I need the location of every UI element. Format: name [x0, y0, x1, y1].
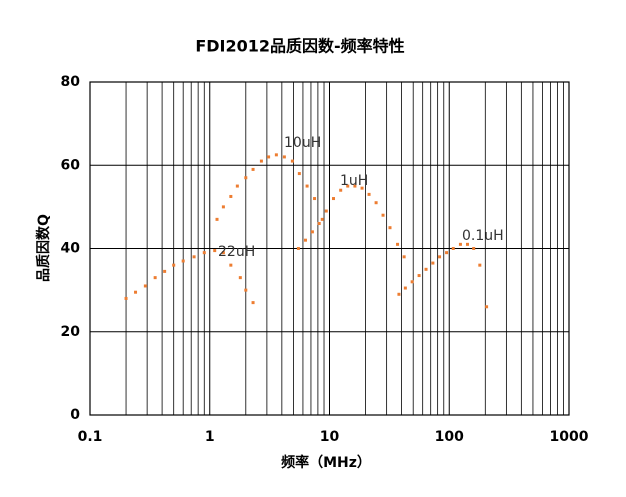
- point: [346, 184, 350, 188]
- x-tick-label: 10: [320, 429, 340, 445]
- point: [181, 259, 185, 263]
- point: [235, 184, 239, 188]
- point: [402, 255, 406, 259]
- point: [192, 255, 196, 259]
- point: [124, 296, 128, 300]
- point: [317, 222, 321, 226]
- point: [381, 213, 385, 217]
- point: [313, 197, 317, 201]
- point: [431, 261, 435, 265]
- point: [360, 186, 364, 190]
- point: [282, 155, 286, 159]
- point: [353, 184, 357, 188]
- point: [396, 242, 400, 246]
- x-tick-label: 0.1: [78, 429, 103, 445]
- point: [244, 288, 248, 292]
- point: [310, 230, 314, 234]
- point: [267, 155, 271, 159]
- point: [296, 247, 300, 250]
- point: [244, 176, 248, 180]
- point: [134, 290, 138, 294]
- x-tick-label: 1000: [550, 429, 589, 445]
- point: [465, 242, 469, 246]
- point: [297, 172, 301, 176]
- y-tick-label: 0: [70, 407, 80, 423]
- point: [397, 292, 401, 296]
- point: [213, 249, 217, 253]
- series-label: 10uH: [284, 135, 321, 151]
- point: [478, 263, 482, 267]
- point: [305, 184, 309, 188]
- point: [143, 284, 147, 288]
- point: [451, 247, 455, 250]
- point: [238, 276, 242, 280]
- x-tick-label: 100: [435, 429, 464, 445]
- point: [410, 280, 414, 284]
- point: [485, 305, 489, 309]
- y-tick-label: 40: [61, 241, 81, 257]
- point: [332, 197, 336, 201]
- point: [202, 251, 206, 255]
- point: [374, 201, 378, 205]
- point: [221, 205, 225, 209]
- point: [153, 276, 157, 280]
- point: [472, 247, 476, 250]
- y-axis-label: 品质因数Q: [35, 214, 52, 282]
- point: [339, 188, 343, 192]
- point: [388, 226, 392, 230]
- point: [274, 153, 278, 157]
- point: [163, 269, 167, 273]
- series-label: 22uH: [218, 244, 255, 260]
- point: [438, 255, 442, 259]
- point: [229, 194, 233, 198]
- point: [320, 217, 324, 221]
- y-tick-label: 80: [61, 74, 81, 90]
- x-axis-label: 频率（MHz）: [281, 454, 371, 471]
- y-tick-label: 60: [61, 157, 81, 173]
- point: [324, 209, 328, 213]
- series-label: 0.1uH: [462, 228, 504, 244]
- point: [259, 159, 263, 163]
- point: [367, 192, 371, 196]
- point: [445, 251, 449, 255]
- point: [424, 267, 428, 271]
- point: [303, 238, 307, 242]
- point: [251, 167, 255, 171]
- point: [221, 251, 225, 255]
- point: [172, 263, 176, 267]
- point: [229, 263, 233, 267]
- plot-border: [89, 81, 570, 416]
- series-label: 1uH: [340, 173, 368, 189]
- point: [290, 159, 294, 163]
- y-tick-label: 20: [61, 324, 81, 340]
- x-tick-label: 1: [205, 429, 215, 445]
- point: [215, 217, 219, 221]
- point: [417, 274, 421, 278]
- point: [251, 301, 255, 305]
- point: [403, 286, 407, 290]
- point: [458, 242, 462, 246]
- chart-title: FDI2012品质因数-频率特性: [195, 37, 404, 56]
